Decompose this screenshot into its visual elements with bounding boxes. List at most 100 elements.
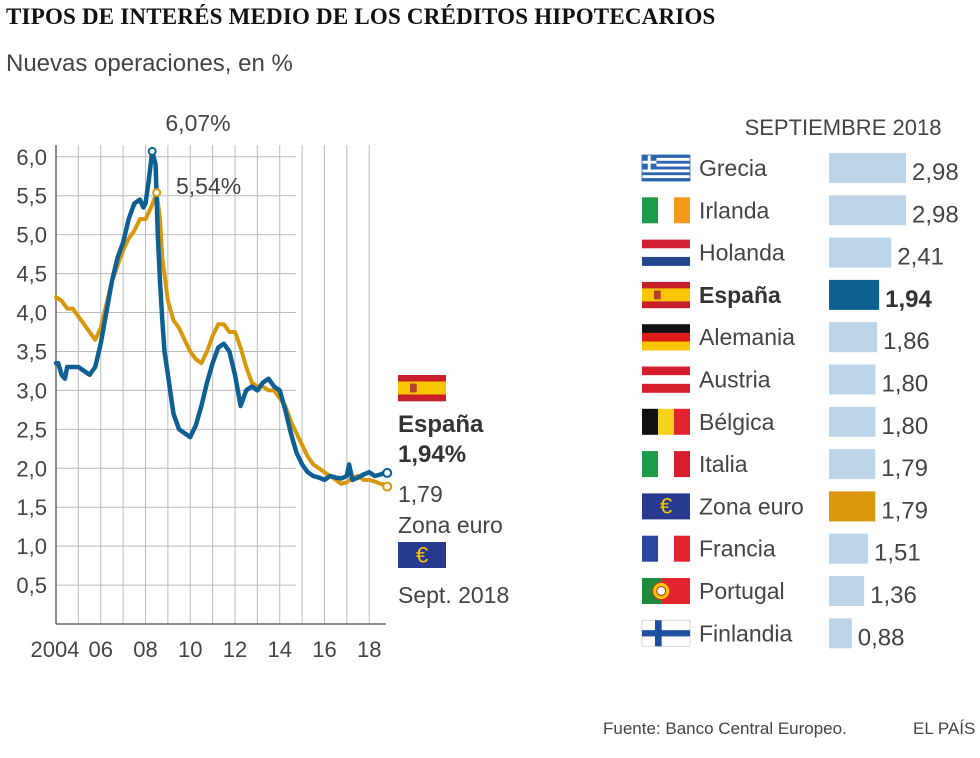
flag-stripe	[658, 197, 674, 224]
y-tick-label: 3,5	[16, 339, 47, 364]
flag-stripe	[642, 197, 658, 224]
legend-spain-value: 1,94%	[398, 441, 466, 468]
euro-series-line	[54, 190, 387, 487]
bar	[829, 576, 865, 606]
y-tick-label: 3,0	[16, 378, 47, 403]
x-tick-label: 14	[267, 637, 291, 662]
flag-field	[642, 493, 690, 520]
country-label: Alemania	[699, 324, 795, 350]
peak-annotation-euro: 5,54%	[176, 173, 241, 199]
y-tick-label: 5,5	[16, 184, 47, 209]
flag-stripe	[642, 166, 690, 170]
flag-stripe	[658, 535, 674, 562]
legend-spain-label: España	[398, 411, 484, 438]
euro-peak-marker	[152, 188, 162, 198]
country-label: Francia	[699, 536, 776, 562]
flag-field	[398, 542, 446, 568]
bar-chart-title: SEPTIEMBRE 2018	[745, 115, 942, 140]
flag-stripe	[642, 239, 690, 249]
flag-stripe	[642, 408, 658, 435]
legend-euro-value: 1,79	[398, 481, 443, 507]
flag-stripe	[642, 301, 690, 309]
x-tick-label: 18	[357, 637, 381, 662]
bar-value-label: 0,88	[858, 624, 905, 651]
bar-value-label: 1,80	[882, 413, 929, 440]
flag-stripe	[642, 175, 690, 179]
brand-logo: EL PAÍS	[913, 719, 976, 738]
bar-value-label: 2,41	[897, 244, 944, 271]
flag-stripe	[642, 535, 658, 562]
country-label: Italia	[699, 451, 748, 477]
source-note: Fuente: Banco Central Europeo.	[603, 719, 847, 738]
y-tick-label: 6,0	[16, 145, 47, 170]
flag-stripe	[398, 375, 446, 382]
flag-stripe	[642, 155, 690, 159]
bar-value-label: 1,86	[883, 328, 930, 355]
flag-stripe	[642, 324, 690, 334]
bar	[829, 449, 876, 480]
y-tick-label: 2,0	[16, 456, 47, 481]
flag-emblem	[410, 383, 417, 393]
country-label: Austria	[699, 367, 771, 393]
france-flag	[642, 535, 690, 562]
bar-value-label: 1,80	[882, 371, 929, 398]
y-tick-label: 1,0	[16, 534, 47, 559]
flag-stripe	[642, 169, 690, 173]
flag-stripe	[642, 288, 690, 296]
flag-stripe	[658, 408, 674, 435]
bar-value-label: 2,98	[912, 201, 959, 228]
country-label: Portugal	[699, 578, 785, 604]
eu-flag: €	[642, 493, 690, 520]
flag-border	[641, 154, 691, 182]
flag-stripe	[674, 451, 690, 478]
bar-value-label: 1,79	[881, 455, 928, 482]
bar	[829, 237, 892, 268]
spain-flag-legend	[398, 375, 446, 402]
flag-stripe	[642, 375, 690, 385]
bar-value-label: 1,36	[870, 582, 917, 609]
bar-value-label: 1,94	[885, 286, 932, 313]
bar-value-label: 2,98	[912, 159, 959, 186]
flag-cross	[642, 160, 657, 164]
flag-stripe	[642, 366, 690, 376]
country-label: España	[699, 282, 781, 308]
flag-stripe	[642, 160, 690, 164]
y-tick-label: 0,5	[16, 573, 47, 598]
flag-emblem	[656, 586, 667, 596]
flag-stripe	[398, 388, 446, 395]
spain-series-line	[53, 149, 387, 483]
flag-stripe	[398, 381, 446, 389]
country-label: Bélgica	[699, 409, 775, 435]
x-tick-label: 06	[89, 637, 113, 662]
bar	[829, 195, 906, 226]
flag-stripe	[642, 178, 690, 182]
legend-date: Sept. 2018	[398, 582, 509, 608]
flag-stripe	[642, 451, 658, 478]
flag-stripe	[642, 256, 690, 266]
flag-stripe	[642, 294, 690, 302]
bar-value-label: 1,79	[881, 497, 928, 524]
flag-stripe	[674, 197, 690, 224]
finland-flag	[641, 619, 691, 647]
bar	[829, 279, 880, 310]
flag-stripe	[642, 332, 690, 342]
x-tick-label: 08	[133, 637, 157, 662]
flag-stripe	[658, 451, 674, 478]
chart-subtitle: Nuevas operaciones, en %	[6, 50, 293, 77]
legend-euro-label: Zona euro	[398, 512, 503, 538]
country-label: Irlanda	[699, 197, 770, 223]
x-tick-label: 16	[312, 637, 336, 662]
x-tick-label: 12	[223, 637, 247, 662]
flag-cross	[642, 630, 690, 637]
flag-stripe	[642, 157, 690, 161]
spain-end-marker	[382, 467, 393, 478]
germany-flag	[642, 324, 690, 351]
flag-stripe	[642, 341, 690, 351]
flag-stripe	[642, 172, 690, 176]
flag-stripe	[398, 394, 446, 402]
austria-flag	[642, 366, 690, 393]
country-label: Finlandia	[699, 620, 793, 646]
y-tick-label: 5,0	[16, 223, 47, 248]
spain-peak-marker	[147, 146, 157, 156]
